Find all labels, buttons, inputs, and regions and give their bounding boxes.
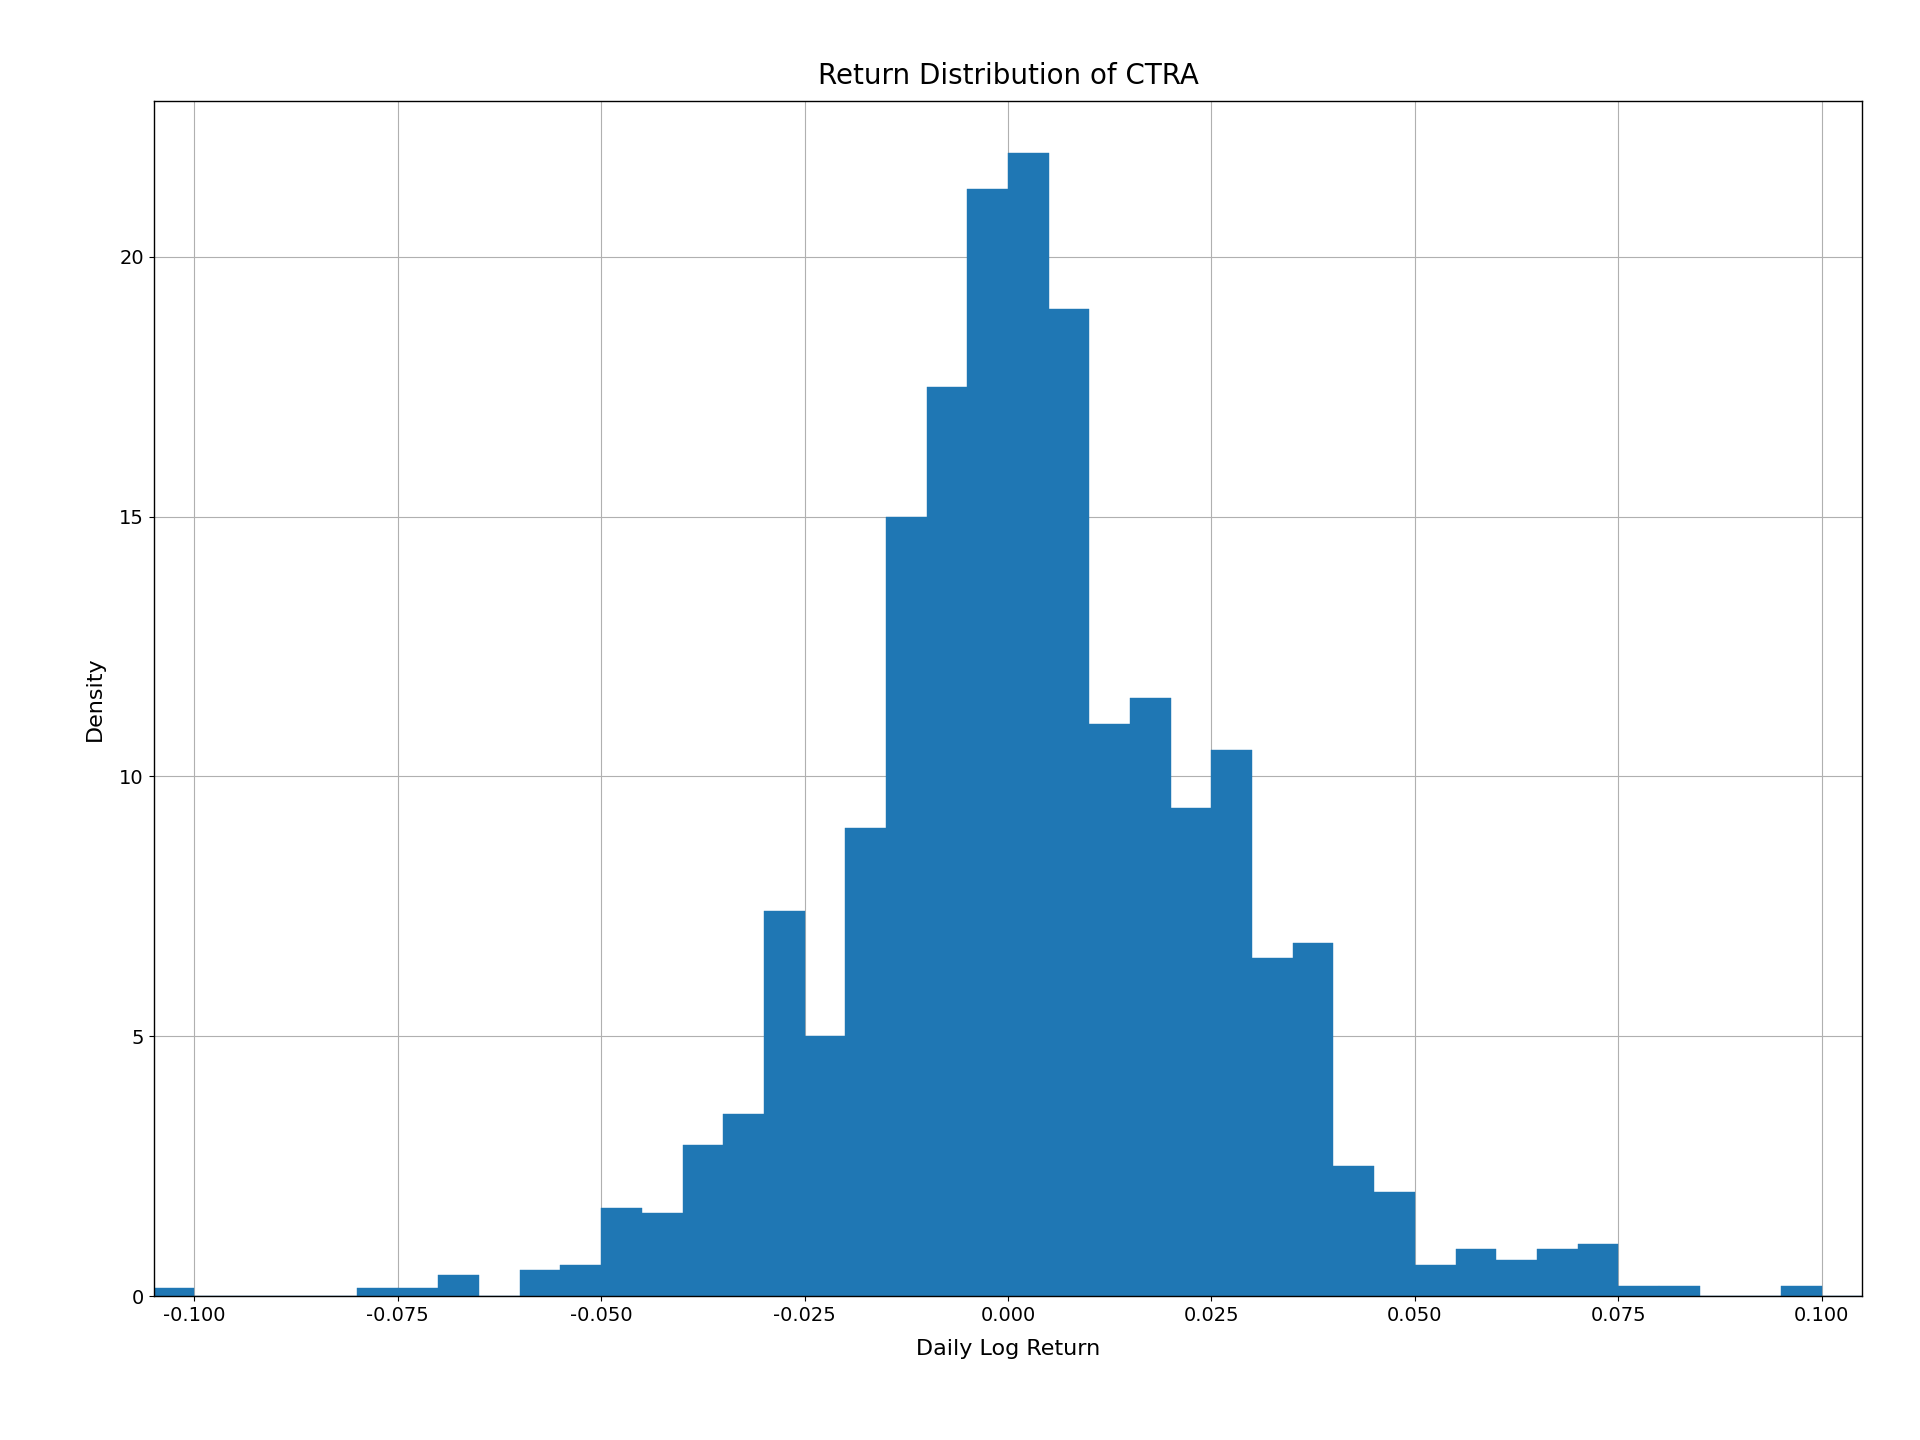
Bar: [601, 1208, 641, 1296]
Bar: [1659, 1286, 1699, 1296]
Bar: [520, 1270, 561, 1296]
Bar: [641, 1212, 682, 1296]
Bar: [1578, 1244, 1619, 1296]
Bar: [804, 1037, 845, 1296]
Bar: [1171, 808, 1212, 1296]
Bar: [1131, 698, 1171, 1296]
Bar: [1334, 1166, 1375, 1296]
X-axis label: Daily Log Return: Daily Log Return: [916, 1339, 1100, 1358]
Bar: [968, 189, 1008, 1296]
Bar: [1252, 958, 1292, 1296]
Bar: [1496, 1260, 1536, 1296]
Bar: [1048, 308, 1089, 1296]
Bar: [1008, 153, 1048, 1296]
Bar: [885, 517, 927, 1296]
Bar: [1455, 1250, 1496, 1296]
Bar: [764, 912, 804, 1296]
Bar: [845, 828, 885, 1296]
Bar: [1782, 1286, 1822, 1296]
Bar: [1415, 1264, 1455, 1296]
Bar: [1292, 943, 1334, 1296]
Bar: [682, 1145, 724, 1296]
Bar: [1089, 724, 1131, 1296]
Bar: [438, 1276, 480, 1296]
Bar: [927, 386, 968, 1296]
Y-axis label: Density: Density: [84, 657, 106, 740]
Bar: [1619, 1286, 1659, 1296]
Bar: [357, 1289, 397, 1296]
Bar: [1212, 750, 1252, 1296]
Bar: [1536, 1250, 1578, 1296]
Bar: [561, 1264, 601, 1296]
Bar: [397, 1289, 438, 1296]
Bar: [724, 1115, 764, 1296]
Bar: [154, 1289, 194, 1296]
Bar: [1375, 1192, 1415, 1296]
Title: Return Distribution of CTRA: Return Distribution of CTRA: [818, 62, 1198, 91]
